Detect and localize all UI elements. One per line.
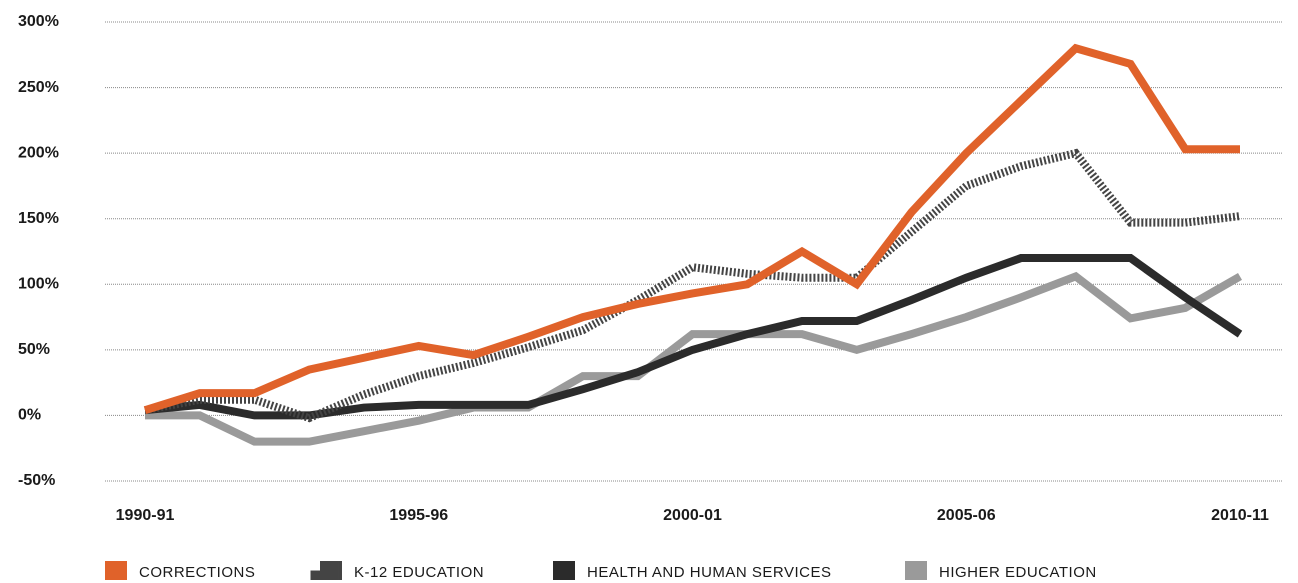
line-series [145,271,1242,446]
x-tick-label: 1990-91 [116,507,175,524]
x-tick-label: 2010-11 [1211,507,1269,524]
y-tick-label: 50% [18,341,50,358]
legend-swatch [905,561,927,580]
legend-swatch [105,561,127,580]
legend-label: HIGHER EDUCATION [939,564,1097,581]
y-tick-label: 250% [18,79,59,96]
x-tick-label: 1995-96 [389,507,448,524]
legend-label: K-12 EDUCATION [354,564,484,581]
x-tick-label: 2000-01 [663,507,722,524]
y-tick-label: -50% [18,472,55,489]
y-tick-label: 100% [18,276,59,293]
legend-label: HEALTH AND HUMAN SERVICES [587,564,832,581]
y-tick-label: 200% [18,144,59,161]
legend-label: CORRECTIONS [139,564,255,581]
y-tick-label: 0% [18,407,41,424]
line-series [143,43,1240,415]
line-series [144,254,1243,420]
line-series [144,148,1241,423]
y-tick-label: 150% [18,210,59,227]
x-tick-label: 2005-06 [937,507,996,524]
legend-swatch [553,561,575,580]
y-tick-label: 300% [18,13,59,30]
